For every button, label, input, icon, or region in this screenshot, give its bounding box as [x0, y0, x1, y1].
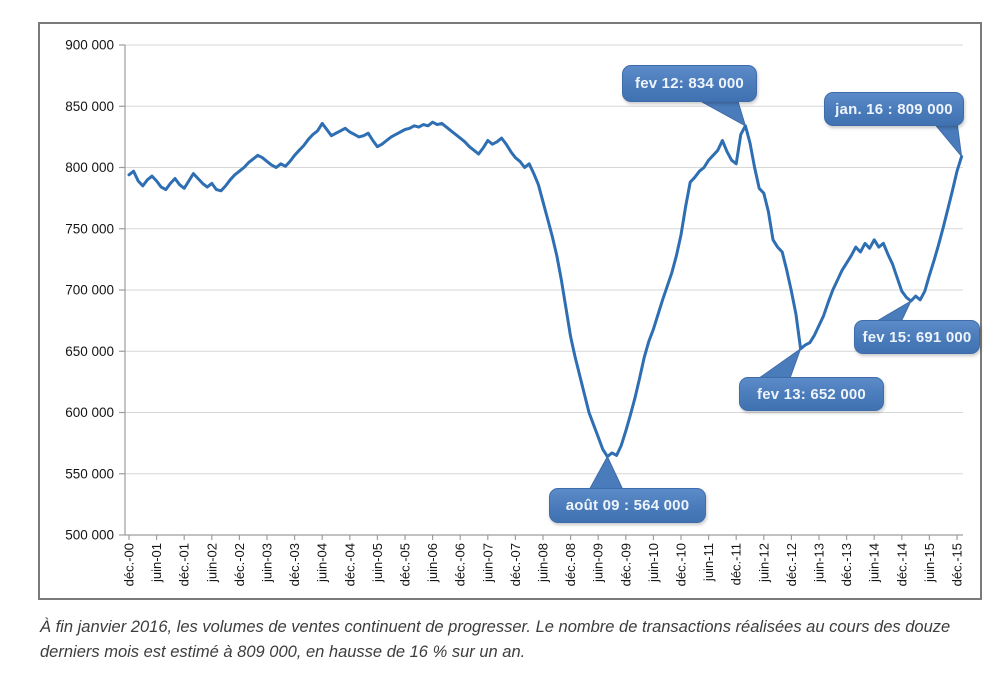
data-line	[127, 120, 964, 459]
x-axis-label: déc.-04	[342, 543, 357, 586]
x-axis-label: déc.-12	[784, 543, 799, 586]
x-axis-label: déc.-15	[950, 543, 965, 586]
callout-tail	[931, 121, 963, 159]
annotation-callout: fev 15: 691 000	[854, 320, 980, 354]
annotation-callout: jan. 16 : 809 000	[824, 92, 964, 126]
x-axis-label: déc.-06	[453, 543, 468, 586]
x-axis-label: juin-09	[591, 543, 606, 583]
x-axis-label: juin-02	[204, 543, 219, 583]
x-axis-label: déc.-09	[618, 543, 633, 586]
y-axis-label: 700 000	[65, 283, 114, 298]
x-axis-label: déc.-00	[122, 543, 137, 586]
y-axis-label: 550 000	[65, 466, 114, 481]
x-axis-label: juin-07	[480, 543, 495, 583]
caption-line-2: derniers mois est estimé à 809 000, en h…	[40, 643, 526, 661]
x-axis-label: déc.-07	[508, 543, 523, 586]
y-axis-label: 750 000	[65, 221, 114, 236]
x-axis-label: déc.-02	[232, 543, 247, 586]
y-axis-label: 850 000	[65, 99, 114, 114]
x-axis-label: déc.-01	[177, 543, 192, 586]
y-axis-label: 500 000	[65, 528, 114, 543]
x-axis-label: juin-11	[701, 543, 716, 582]
x-axis-label: juin-12	[756, 543, 771, 583]
x-axis-label: juin-14	[867, 543, 882, 583]
x-axis-label: déc.-13	[839, 543, 854, 586]
x-axis-label: déc.-08	[563, 543, 578, 586]
chart-caption: À fin janvier 2016, les volumes de vente…	[40, 615, 985, 665]
x-axis-label: juin-08	[536, 543, 551, 583]
caption-line-1: À fin janvier 2016, les volumes de vente…	[40, 618, 951, 636]
x-axis-label: juin-03	[260, 543, 275, 583]
callout-tail	[587, 455, 625, 493]
annotation-callout: fev 12: 834 000	[622, 65, 757, 102]
annotation-callout: août 09 : 564 000	[549, 488, 706, 523]
x-axis-label: déc.-10	[674, 543, 689, 586]
x-axis-label: juin-10	[646, 543, 661, 583]
y-axis-label: 600 000	[65, 405, 114, 420]
x-axis-label: déc.-14	[894, 543, 909, 586]
callout-tail	[694, 97, 747, 127]
x-axis-label: juin-01	[149, 543, 164, 583]
y-axis-label: 900 000	[65, 38, 114, 53]
x-axis-label: juin-13	[812, 543, 827, 583]
x-axis-label: déc.-11	[729, 543, 744, 585]
x-axis-label: juin-06	[425, 543, 440, 583]
x-axis-label: juin-15	[922, 543, 937, 583]
x-axis-label: juin-05	[370, 543, 385, 583]
y-axis-label: 650 000	[65, 344, 114, 359]
annotation-callout: fev 13: 652 000	[739, 377, 884, 411]
x-axis-label: déc.-05	[398, 543, 413, 586]
chart-container: 900 000 850 000 800 000 750 000 700 000 650 0…	[38, 22, 982, 600]
x-axis-label: déc.-03	[287, 543, 302, 586]
y-axis-label: 800 000	[65, 160, 114, 175]
x-axis-label: juin-04	[315, 543, 330, 583]
